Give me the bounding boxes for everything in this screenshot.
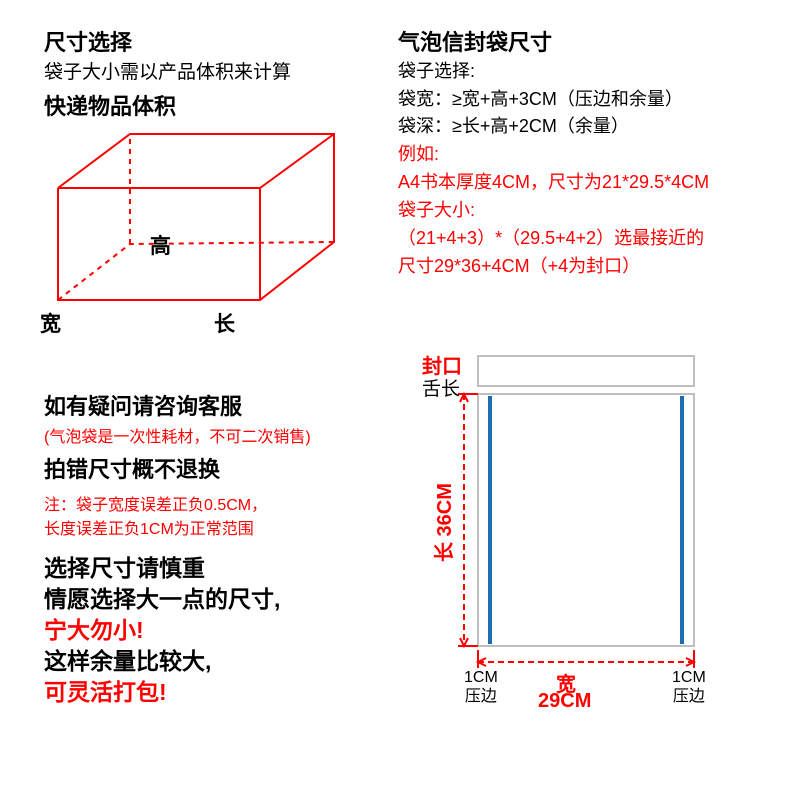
bag-width-value: 29CM — [538, 690, 591, 713]
bag-edge-left: 1CM 压边 — [464, 668, 498, 706]
bag-r1: 例如: — [398, 141, 776, 169]
bag-l2: 袋宽：≥宽+高+3CM（压边和余量） — [398, 86, 776, 114]
n3: 拍错尺寸概不退换 — [44, 455, 390, 485]
n2: (气泡袋是一次性耗材，不可二次销售) — [44, 423, 390, 447]
bag-size-column: 气泡信封袋尺寸 袋子选择: 袋宽：≥宽+高+3CM（压边和余量） 袋深：≥长+高… — [390, 28, 776, 340]
n7: 宁大勿小! — [44, 615, 390, 646]
n9: 可灵活打包! — [44, 677, 390, 708]
box-label-height: 高 — [150, 230, 171, 260]
bag-diagram-column: 封口 舌长 长 36CM 宽 29CM 1CM 压边 1CM 压边 — [390, 350, 776, 710]
bag-r5: 尺寸29*36+4CM（+4为封口） — [398, 253, 776, 281]
n1: 如有疑问请咨询客服 — [44, 392, 390, 422]
volume-title: 快递物品体积 — [44, 92, 390, 122]
n6: 情愿选择大一点的尺寸, — [44, 584, 390, 615]
size-select-sub: 袋子大小需以产品体积来计算 — [44, 58, 390, 88]
box-label-length: 长 — [214, 308, 235, 338]
size-select-column: 尺寸选择 袋子大小需以产品体积来计算 快递物品体积 高 — [44, 28, 390, 340]
size-select-title: 尺寸选择 — [44, 28, 390, 58]
bag-l1: 袋子选择: — [398, 58, 776, 86]
n4a: 注：袋子宽度误差正负0.5CM， — [44, 491, 390, 515]
n5: 选择尺寸请慎重 — [44, 553, 390, 584]
n4b: 长度误差正负1CM为正常范围 — [44, 515, 390, 539]
bag-length: 长 36CM — [428, 483, 457, 562]
volume-box-diagram: 高 宽 长 — [44, 130, 354, 340]
bag-size-title: 气泡信封袋尺寸 — [398, 28, 776, 58]
bag-tongue-label: 舌长 — [422, 374, 460, 401]
box-label-width: 宽 — [40, 308, 61, 338]
n8: 这样余量比较大, — [44, 646, 390, 677]
bag-r2: A4书本厚度4CM，尺寸为21*29.5*4CM — [398, 169, 776, 197]
bag-l3: 袋深：≥长+高+2CM（余量） — [398, 113, 776, 141]
bag-r4: （21+4+3）*（29.5+4+2）选最接近的 — [398, 225, 776, 253]
bag-diagram: 封口 舌长 长 36CM 宽 29CM 1CM 压边 1CM 压边 — [398, 350, 728, 710]
bag-edge-right: 1CM 压边 — [672, 668, 706, 706]
notice-column: 如有疑问请咨询客服 (气泡袋是一次性耗材，不可二次销售) 拍错尺寸概不退换 注：… — [44, 392, 390, 710]
bag-r3: 袋子大小: — [398, 197, 776, 225]
